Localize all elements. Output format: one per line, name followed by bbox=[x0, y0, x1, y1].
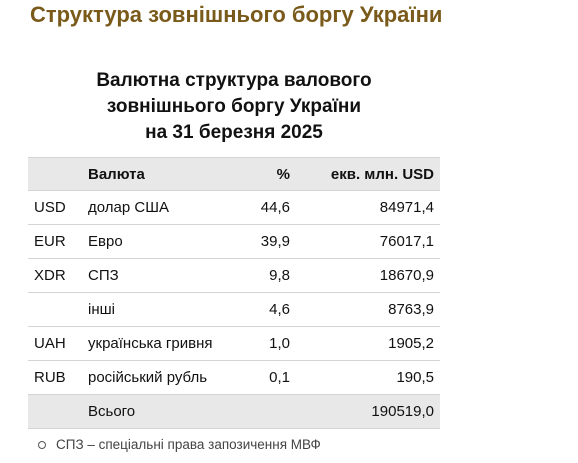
table-row: UAH українська гривня 1,0 1905,2 bbox=[28, 326, 440, 361]
cell-currency: СПЗ bbox=[82, 258, 244, 293]
cell-code: USD bbox=[28, 190, 82, 225]
cell-code: RUB bbox=[28, 360, 82, 395]
table-caption-line: Валютна структура валового bbox=[96, 70, 372, 91]
cell-code: EUR bbox=[28, 224, 82, 259]
table-caption-line: на 31 березня 2025 bbox=[145, 122, 323, 143]
header-usd: екв. млн. USD bbox=[296, 157, 440, 191]
page-title: Структура зовнішнього боргу України bbox=[30, 2, 443, 27]
cell-code bbox=[28, 292, 82, 327]
cell-usd: 190,5 bbox=[296, 360, 440, 395]
circle-bullet-icon bbox=[38, 440, 46, 449]
cell-usd: 18670,9 bbox=[296, 258, 440, 293]
cell-code: XDR bbox=[28, 258, 82, 293]
cell-total-usd: 190519,0 bbox=[296, 394, 440, 429]
table-row: RUB російський рубль 0,1 190,5 bbox=[28, 360, 440, 395]
cell-percent: 44,6 bbox=[244, 190, 296, 225]
cell-percent: 4,6 bbox=[244, 292, 296, 327]
cell-percent bbox=[244, 394, 296, 429]
table-row: USD долар США 44,6 84971,4 bbox=[28, 190, 440, 225]
debt-structure-table: Валюта % екв. млн. USD USD долар США 44,… bbox=[28, 157, 440, 429]
cell-code bbox=[28, 394, 82, 429]
cell-currency: інші bbox=[82, 292, 244, 327]
header-currency: Валюта bbox=[82, 157, 244, 191]
cell-usd: 84971,4 bbox=[296, 190, 440, 225]
footnote: СПЗ – спеціальні права запозичення МВФ bbox=[38, 437, 321, 452]
cell-percent: 0,1 bbox=[244, 360, 296, 395]
table-header-row: Валюта % екв. млн. USD bbox=[28, 157, 440, 191]
table-row: інші 4,6 8763,9 bbox=[28, 292, 440, 327]
cell-total-label: Всього bbox=[82, 394, 244, 429]
table-total-row: Всього 190519,0 bbox=[28, 394, 440, 429]
cell-percent: 9,8 bbox=[244, 258, 296, 293]
header-code bbox=[28, 157, 82, 191]
cell-usd: 1905,2 bbox=[296, 326, 440, 361]
cell-usd: 8763,9 bbox=[296, 292, 440, 327]
table-row: EUR Евро 39,9 76017,1 bbox=[28, 224, 440, 259]
cell-currency: українська гривня bbox=[82, 326, 244, 361]
footnote-text: СПЗ – спеціальні права запозичення МВФ bbox=[56, 437, 321, 452]
cell-usd: 76017,1 bbox=[296, 224, 440, 259]
table-caption-line: зовнішнього боргу України bbox=[106, 96, 362, 117]
cell-percent: 1,0 bbox=[244, 326, 296, 361]
cell-currency: долар США bbox=[82, 190, 244, 225]
header-percent: % bbox=[244, 157, 296, 191]
cell-currency: Евро bbox=[82, 224, 244, 259]
table-row: XDR СПЗ 9,8 18670,9 bbox=[28, 258, 440, 293]
cell-currency: російський рубль bbox=[82, 360, 244, 395]
table-caption: Валютна структура валового зовнішнього б… bbox=[28, 68, 440, 146]
cell-code: UAH bbox=[28, 326, 82, 361]
cell-percent: 39,9 bbox=[244, 224, 296, 259]
